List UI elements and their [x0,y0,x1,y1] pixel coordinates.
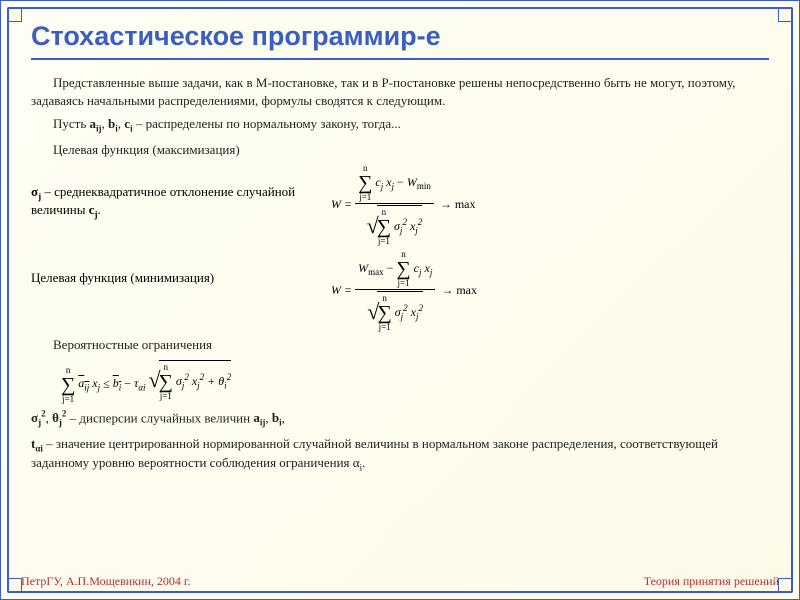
slide-title: Стохастическое программир-е [31,21,769,52]
slide-content: Стохастическое программир-е Представленн… [31,21,769,571]
corner-br [778,578,792,592]
variances-text: σj2, θj2 – дисперсии случайных величин a… [31,408,769,429]
talpha-text: tαi – значение центрированной нормирован… [31,435,769,474]
corner-bl [8,578,22,592]
corner-tr [778,8,792,22]
corner-tl [8,8,22,22]
title-rule [31,58,769,60]
obj-min-label: Целевая функция (минимизация) [31,250,331,286]
footer-right: Теория принятия решений [644,574,779,589]
formula-min: W = Wmax − n∑j=1 cj xj n∑j=1 σj2 xj2 → m… [331,250,769,332]
footer-left: ПетрГУ, А.П.Мощевикин, 2004 г. [21,574,190,589]
sigma-desc: σj – среднеквадратичное отклонение случа… [31,164,331,219]
formula-min-lhs: W = [331,283,355,297]
formula-min-row: Целевая функция (минимизация) W = Wmax −… [31,250,769,332]
formula-max-row: σj – среднеквадратичное отклонение случа… [31,164,769,246]
slide-footer: ПетрГУ, А.П.Мощевикин, 2004 г. Теория пр… [21,574,779,589]
obj-max-label: Целевая функция (максимизация) [31,141,769,159]
prob-constr-label: Вероятностные ограничения [31,336,769,354]
formula-max: W = n∑j=1 cj xj − Wmin n∑j=1 σj2 xj2 → m… [331,164,769,246]
let-text: Пусть aij, bi, ci – распределены по норм… [31,115,769,135]
formula-max-lhs: W = [331,197,355,211]
intro-text: Представленные выше задачи, как в М-пост… [31,74,769,109]
formula-constraint: n∑j=1 aij xj ≤ bi − ταi n∑j=1 σj2 xj2 + … [61,360,769,404]
